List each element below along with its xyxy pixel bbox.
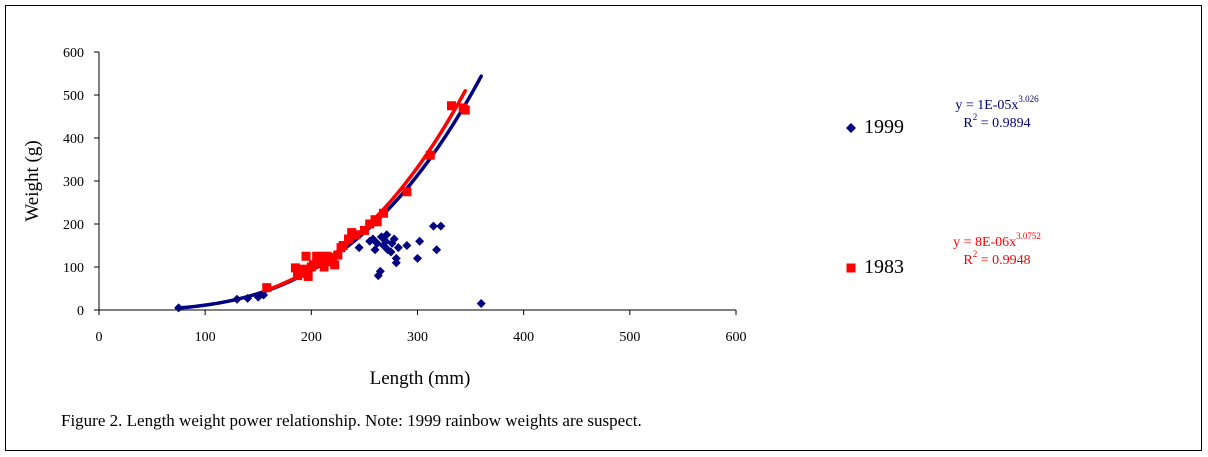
data-point-1983 xyxy=(312,251,322,261)
chart-area xyxy=(5,5,1202,451)
y-axis-label: Weight (g) xyxy=(22,140,43,221)
y-tick-label: 600 xyxy=(63,46,84,61)
data-point-1999 xyxy=(415,236,425,246)
data-point-1983 xyxy=(317,251,327,261)
data-point-1999 xyxy=(476,299,486,309)
data-point-1999 xyxy=(174,303,184,313)
trendlines xyxy=(176,74,483,310)
data-point-1999 xyxy=(428,221,438,231)
legend-item-1983: 1983 xyxy=(846,256,904,279)
data-point-1983 xyxy=(351,230,361,240)
x-tick-label: 600 xyxy=(726,330,747,345)
data-point-1983 xyxy=(425,150,435,160)
data-point-1983 xyxy=(446,101,456,111)
data-point-1983 xyxy=(372,217,382,227)
r-squared-line: R2 = 0.9948 xyxy=(963,249,1031,268)
legend-item-1999: 1999 xyxy=(846,116,904,139)
data-point-1983 xyxy=(365,219,375,229)
data-point-1999 xyxy=(354,243,364,253)
data-point-1983 xyxy=(299,264,309,274)
equation-line: y = 1E-05x3.026 xyxy=(955,94,1039,113)
data-point-1983 xyxy=(319,262,329,272)
data-point-1999 xyxy=(386,247,396,257)
data-points xyxy=(174,101,486,313)
data-point-1983 xyxy=(314,258,324,268)
data-point-1983 xyxy=(303,271,313,281)
y-tick-label: 100 xyxy=(63,261,84,276)
x-tick-label: 300 xyxy=(407,330,428,345)
data-point-1983 xyxy=(402,187,412,197)
data-point-1983 xyxy=(290,263,300,273)
legend-label-1983: 1983 xyxy=(864,256,904,278)
y-tick-label: 500 xyxy=(63,89,84,104)
square-marker-icon xyxy=(846,263,856,272)
data-point-1983 xyxy=(359,225,369,235)
x-axis-label: Length (mm) xyxy=(370,368,471,389)
data-point-1999 xyxy=(259,290,269,300)
data-point-1983 xyxy=(330,260,340,270)
data-point-1983 xyxy=(308,260,318,270)
figure-caption: Figure 2. Length weight power relationsh… xyxy=(61,411,642,430)
data-point-1999 xyxy=(243,293,253,303)
data-point-1999 xyxy=(391,253,401,263)
data-point-1999 xyxy=(232,294,242,304)
x-tick-label: 0 xyxy=(96,330,103,345)
y-tick-label: 0 xyxy=(77,304,84,319)
data-point-1999 xyxy=(432,245,442,255)
data-point-1983 xyxy=(333,250,343,260)
diamond-marker-icon xyxy=(846,122,856,133)
data-point-1999 xyxy=(436,221,446,231)
trendline-equation-1999: y = 1E-05x3.026 R2 = 0.9894 xyxy=(952,94,1042,133)
y-tick-label: 300 xyxy=(63,175,84,190)
data-point-1983 xyxy=(262,283,272,293)
data-point-1999 xyxy=(382,230,392,240)
data-point-1983 xyxy=(301,251,311,261)
data-point-1999 xyxy=(389,234,399,244)
data-point-1983 xyxy=(343,234,353,244)
x-tick-label: 100 xyxy=(195,330,216,345)
data-point-1999 xyxy=(413,253,422,263)
r-squared-line: R2 = 0.9894 xyxy=(963,112,1031,131)
trendline-equation-1983: y = 8E-06x3.0752 R2 = 0.9948 xyxy=(952,231,1042,270)
equation-line: y = 8E-06x3.0752 xyxy=(953,231,1041,250)
data-point-1983 xyxy=(338,241,348,250)
axes: 0 100 200 300 400 500 600 0 100 200 300 400 500 600 xyxy=(63,46,747,345)
x-tick-label: 200 xyxy=(301,330,322,345)
y-tick-label: 400 xyxy=(63,132,84,147)
data-point-1999 xyxy=(393,243,403,253)
data-point-1983 xyxy=(379,208,389,218)
data-point-1999 xyxy=(402,241,412,250)
trendline-1999 xyxy=(176,74,483,310)
trendline-1983 xyxy=(261,89,468,294)
data-point-1983 xyxy=(460,105,470,115)
x-tick-label: 400 xyxy=(513,330,534,345)
y-tick-label: 200 xyxy=(63,218,84,233)
data-point-1999 xyxy=(375,266,385,276)
legend-label-1999: 1999 xyxy=(864,116,904,138)
x-tick-label: 500 xyxy=(619,330,640,345)
